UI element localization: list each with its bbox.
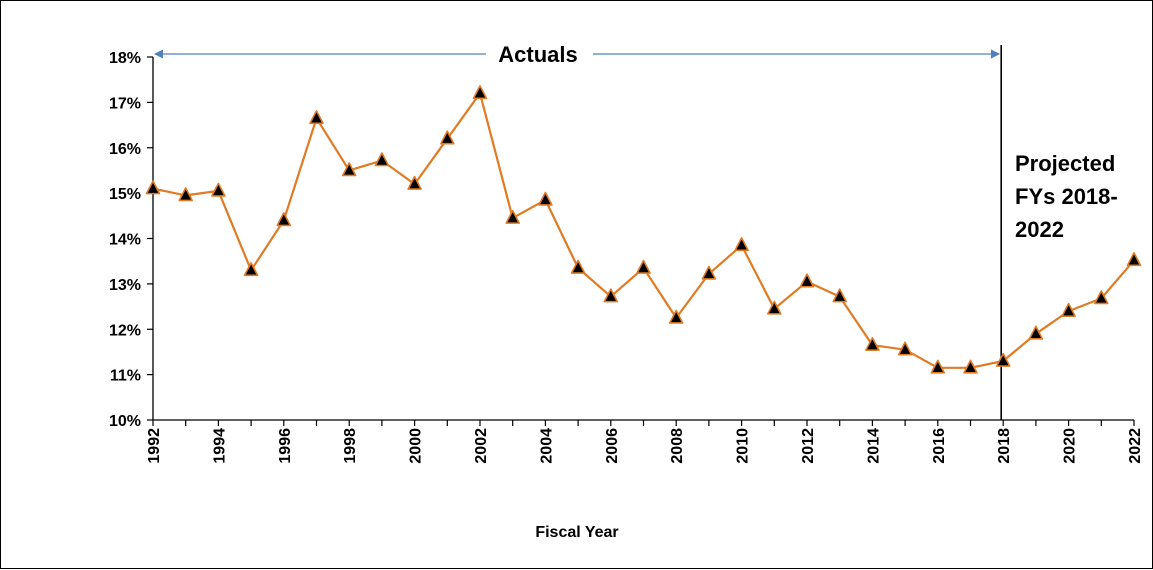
y-tick-label: 14% xyxy=(109,232,141,249)
x-axis-title: Fiscal Year xyxy=(535,524,618,541)
x-tick-label: 2000 xyxy=(408,428,425,464)
data-point-2016 xyxy=(930,359,946,374)
data-point-2002 xyxy=(472,85,488,100)
data-point-1993 xyxy=(178,187,193,202)
data-point-2015 xyxy=(897,341,913,356)
x-tick-label: 1992 xyxy=(146,428,163,464)
x-tick-label: 1998 xyxy=(342,428,359,464)
y-tick-label: 16% xyxy=(109,141,141,158)
y-tick-label: 11% xyxy=(110,368,141,385)
data-point-2014 xyxy=(865,336,880,351)
y-tick-label: 18% xyxy=(109,50,141,67)
y-tick-label: 13% xyxy=(109,277,141,294)
data-point-1999 xyxy=(374,152,390,167)
data-point-1992 xyxy=(145,180,161,195)
y-tick-label: 15% xyxy=(109,186,141,203)
x-tick-label: 2008 xyxy=(669,428,686,464)
projected-label: Projected xyxy=(1015,151,1115,176)
data-point-2018 xyxy=(995,352,1011,367)
x-tick-label: 2004 xyxy=(538,428,555,464)
data-point-2000 xyxy=(407,175,422,190)
data-point-2006 xyxy=(603,288,619,303)
x-tick-label: 2006 xyxy=(604,428,621,464)
data-point-2017 xyxy=(963,359,978,374)
data-point-2019 xyxy=(1028,325,1044,340)
x-tick-label: 1996 xyxy=(277,428,294,464)
data-point-1998 xyxy=(341,162,357,177)
x-tick-label: 2022 xyxy=(1127,428,1144,464)
data-point-2008 xyxy=(668,309,684,324)
data-point-2010 xyxy=(734,237,749,252)
data-point-2013 xyxy=(832,288,848,303)
data-point-2012 xyxy=(799,273,815,288)
data-point-2001 xyxy=(439,130,455,145)
data-point-2020 xyxy=(1061,302,1076,317)
actuals-label: Actuals xyxy=(498,42,577,67)
x-tick-label: 1994 xyxy=(211,428,228,464)
x-tick-label: 2012 xyxy=(800,428,817,464)
y-tick-label: 12% xyxy=(109,322,141,339)
x-tick-label: 2018 xyxy=(996,428,1013,464)
x-tick-label: 2010 xyxy=(735,428,752,464)
data-point-2007 xyxy=(636,259,651,274)
data-point-1996 xyxy=(276,212,292,227)
data-point-2004 xyxy=(538,191,553,206)
data-point-1995 xyxy=(243,262,259,277)
data-point-2009 xyxy=(701,265,717,280)
data-point-1997 xyxy=(309,110,324,125)
y-tick-label: 17% xyxy=(109,95,141,112)
data-point-2022 xyxy=(1126,252,1142,267)
projected-label: 2022 xyxy=(1015,217,1064,242)
projected-label: FYs 2018- xyxy=(1015,184,1118,209)
x-tick-label: 2002 xyxy=(473,428,490,464)
data-point-2011 xyxy=(766,300,782,315)
data-point-2005 xyxy=(570,259,586,274)
series-line xyxy=(152,92,1135,369)
data-point-2003 xyxy=(505,209,521,224)
x-tick-label: 2016 xyxy=(931,428,948,464)
data-point-2021 xyxy=(1094,290,1109,305)
y-tick-label: 10% xyxy=(109,413,141,430)
x-tick-label: 2020 xyxy=(1062,428,1079,464)
data-point-1994 xyxy=(211,182,226,197)
x-tick-label: 2014 xyxy=(865,428,882,464)
